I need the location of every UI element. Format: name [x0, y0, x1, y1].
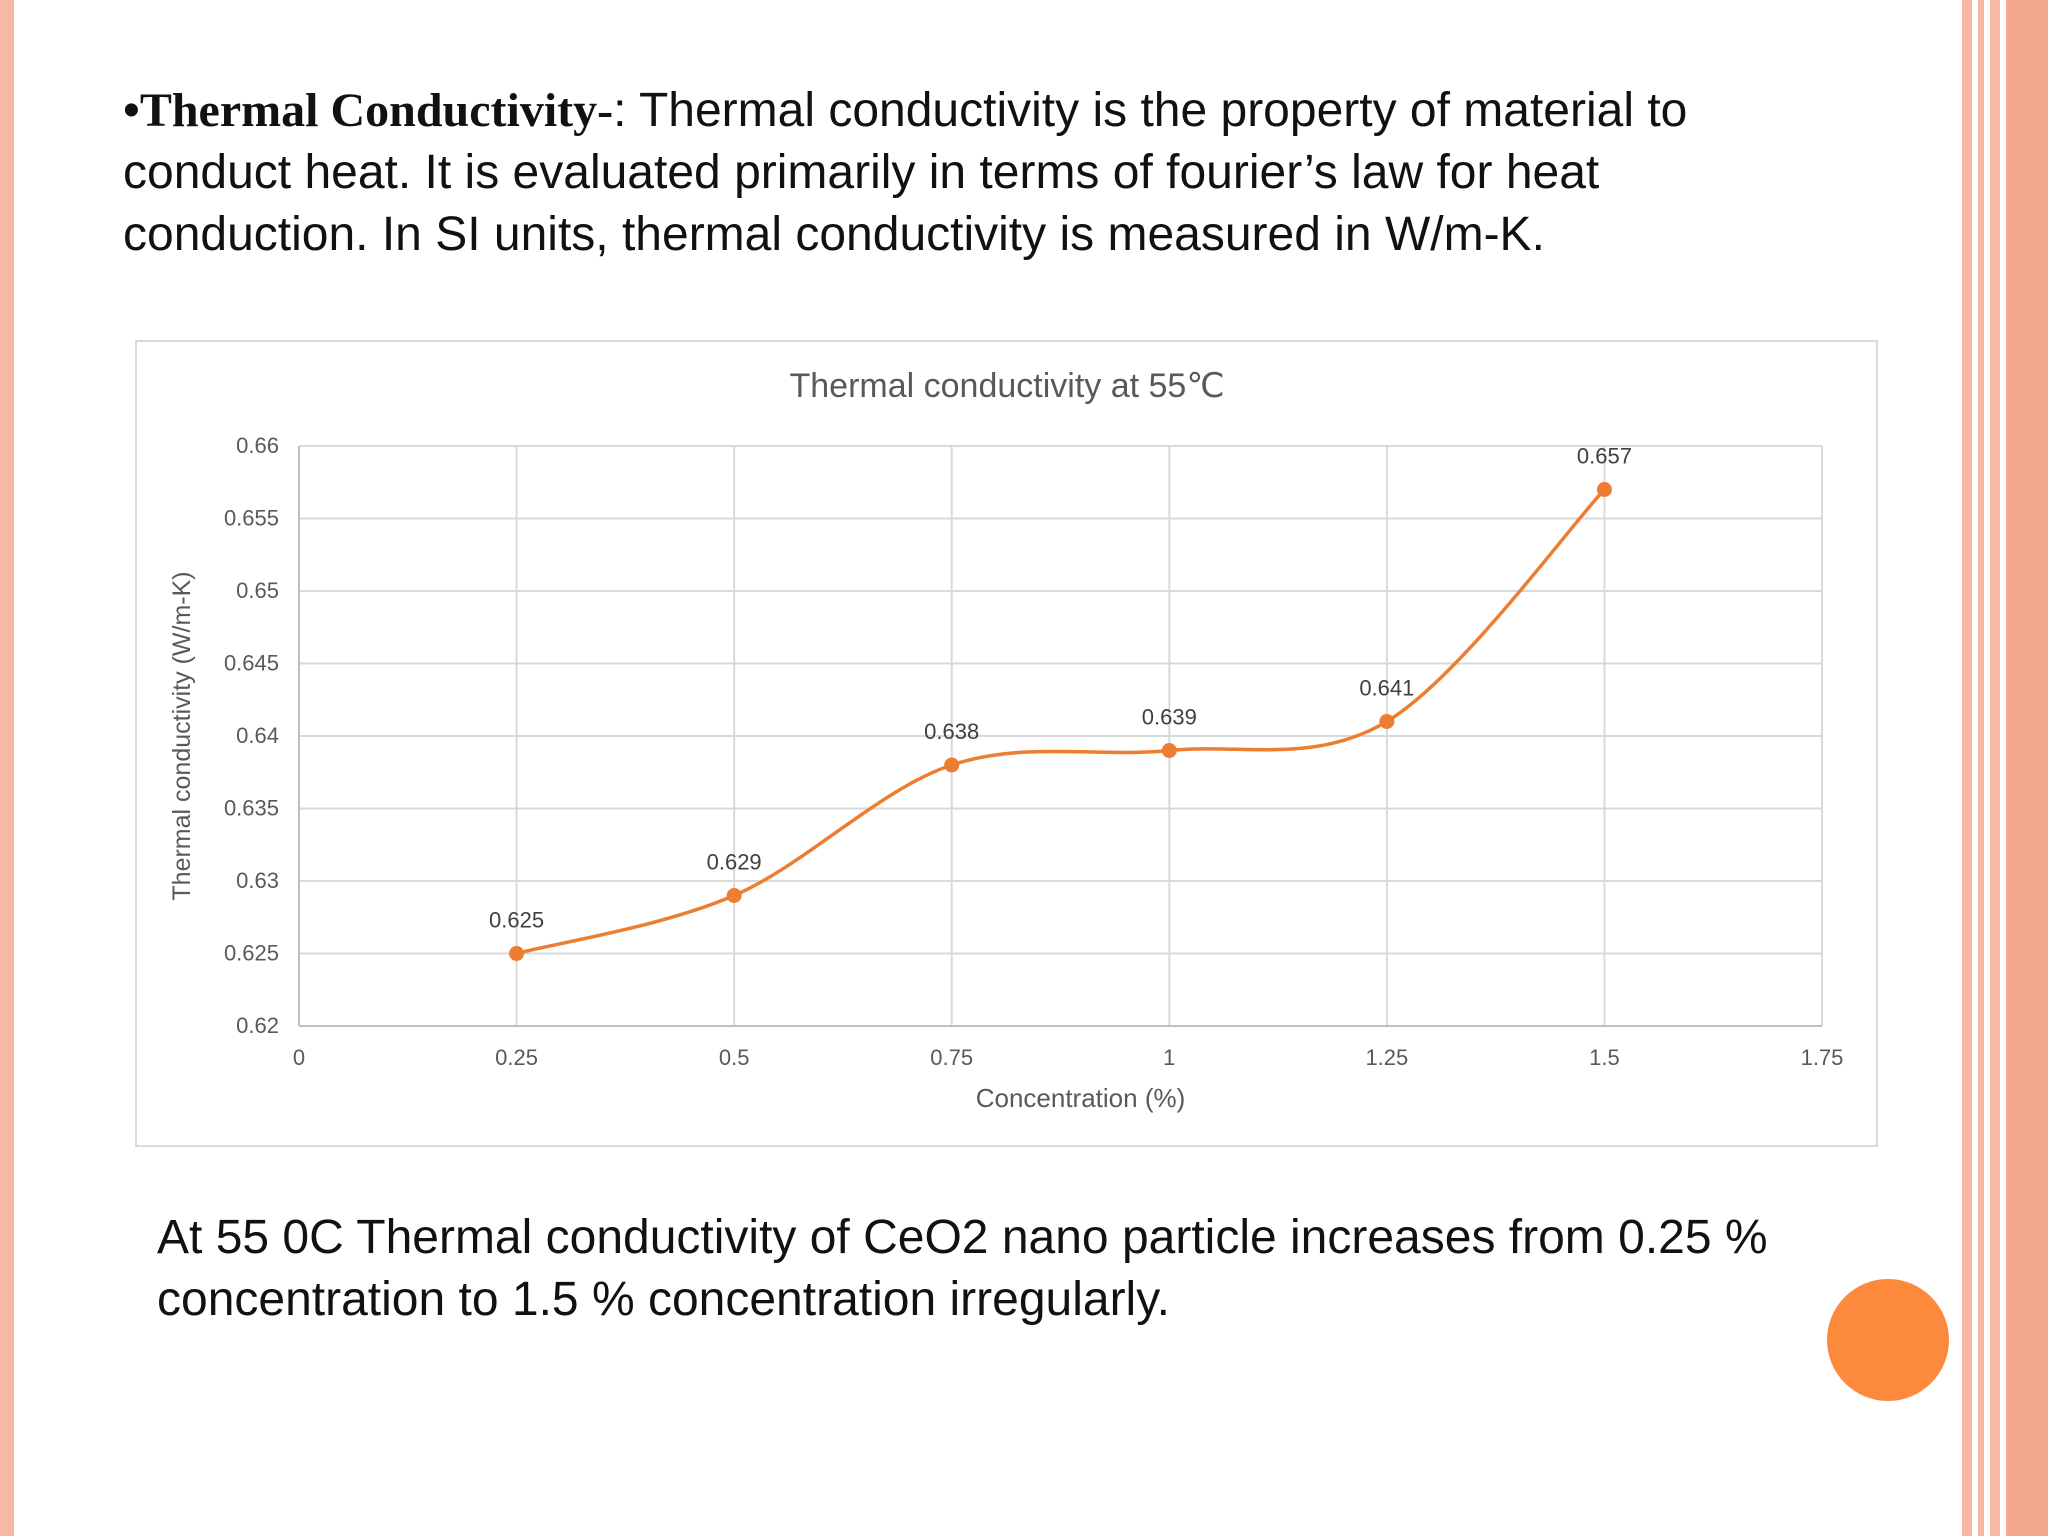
right-decor-stripe-2 [1978, 0, 1984, 1536]
y-tick-label-4: 0.64 [236, 723, 279, 748]
y-axis-title: Thermal conductivity (W/m-K) [168, 571, 196, 900]
data-label-0: 0.625 [489, 908, 544, 933]
data-label-3: 0.639 [1142, 705, 1197, 730]
heading-body: : Thermal conductivity is the property o… [123, 84, 1688, 261]
slide-heading: •Thermal Conductivity-: Thermal conducti… [123, 80, 1823, 266]
data-point-1 [726, 888, 742, 903]
data-point-3 [1161, 743, 1177, 758]
y-tick-label-7: 0.655 [224, 506, 279, 531]
x-tick-label-1: 0.25 [495, 1045, 538, 1070]
chart-container: 0.62 0.625 0.63 0.635 0.64 0.645 0.65 0.655 0.66… [135, 340, 1878, 1147]
decorative-circle [1827, 1279, 1949, 1401]
data-label-4: 0.641 [1359, 676, 1414, 701]
data-label-5: 0.657 [1577, 444, 1632, 469]
slide-caption: At 55 0C Thermal conductivity of CeO2 na… [157, 1211, 1768, 1326]
left-decor-bar [0, 0, 14, 1536]
heading-bullet: • [123, 84, 140, 137]
data-point-0 [509, 946, 525, 961]
x-tick-label-3: 0.75 [930, 1045, 973, 1070]
y-tick-label-8: 0.66 [236, 433, 279, 458]
x-axis-title: Concentration (%) [976, 1083, 1186, 1113]
thermal-conductivity-chart: 0.62 0.625 0.63 0.635 0.64 0.645 0.65 0.655 0.66… [168, 367, 1844, 1113]
y-tick-label-2: 0.63 [236, 868, 279, 893]
chart-title: Thermal conductivity at 55℃ [789, 367, 1224, 405]
data-label-2: 0.638 [924, 719, 979, 744]
series-line [516, 488, 1606, 956]
x-tick-label-4: 1 [1163, 1045, 1175, 1070]
x-tick-label-6: 1.5 [1589, 1045, 1620, 1070]
right-decor-stripe-1 [1962, 0, 1972, 1536]
y-tick-label-1: 0.625 [224, 941, 279, 966]
y-tick-label-6: 0.65 [236, 578, 279, 603]
x-tick-label-2: 0.5 [719, 1045, 750, 1070]
y-tick-label-5: 0.645 [224, 651, 279, 676]
data-point-4 [1379, 714, 1395, 729]
right-decor-stripe-4 [2006, 0, 2048, 1536]
x-tick-label-7: 1.75 [1801, 1045, 1844, 1070]
data-point-5 [1596, 482, 1612, 497]
heading-term: Thermal Conductivity- [139, 84, 614, 137]
right-decor-stripe-3 [1990, 0, 2000, 1536]
x-tick-label-0: 0 [293, 1045, 305, 1070]
y-tick-label-0: 0.62 [236, 1013, 279, 1038]
y-tick-label-3: 0.635 [224, 796, 279, 821]
x-tick-label-5: 1.25 [1365, 1045, 1408, 1070]
data-point-2 [944, 757, 960, 773]
data-label-1: 0.629 [707, 850, 762, 875]
